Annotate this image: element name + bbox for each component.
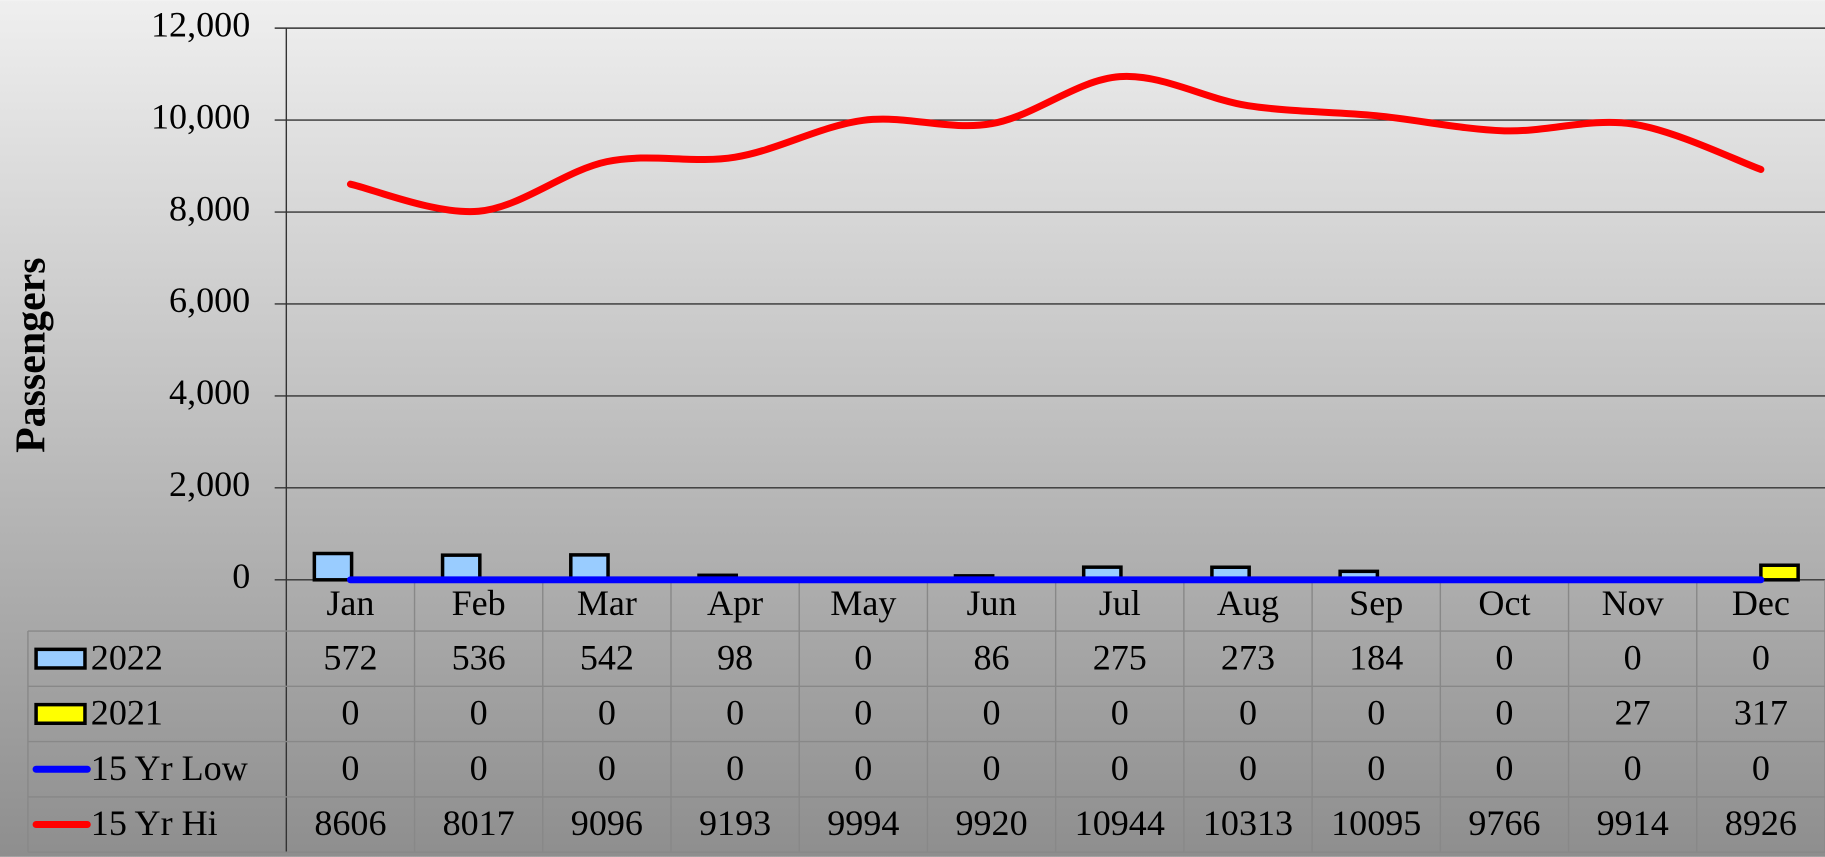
table-value: 9914 [1597, 803, 1669, 843]
table-value: 0 [598, 748, 616, 788]
legend-key [34, 702, 87, 726]
table-value: 0 [854, 748, 872, 788]
table-value: 8606 [314, 803, 386, 843]
y-tick-label: 8,000 [169, 188, 250, 228]
table-value: 0 [1624, 748, 1642, 788]
table-value: 8926 [1725, 803, 1797, 843]
table-value: 275 [1093, 637, 1147, 677]
table-value: 10313 [1203, 803, 1293, 843]
x-tick-label: Nov [1602, 583, 1665, 623]
x-tick-label: Mar [577, 583, 637, 623]
table-value: 0 [1239, 748, 1257, 788]
x-tick-label: Jan [326, 583, 374, 623]
bar [569, 553, 610, 582]
table-value: 536 [452, 637, 506, 677]
table-value: 10095 [1331, 803, 1421, 843]
table-value: 98 [717, 637, 753, 677]
y-tick-label: 4,000 [169, 372, 250, 412]
table-value: 0 [470, 748, 488, 788]
table-value: 0 [341, 748, 359, 788]
table-value: 0 [1495, 693, 1513, 733]
table-value: 0 [598, 693, 616, 733]
legend-key [34, 647, 87, 670]
table-value: 27 [1615, 693, 1651, 733]
table-value: 0 [983, 748, 1001, 788]
table-value: 0 [1111, 693, 1129, 733]
y-tick-label: 2,000 [169, 464, 250, 504]
table-value: 317 [1734, 693, 1788, 733]
table-value: 0 [1752, 637, 1770, 677]
table-value: 0 [854, 693, 872, 733]
table-value: 273 [1221, 637, 1275, 677]
table-value: 542 [580, 637, 634, 677]
x-tick-label: May [830, 583, 896, 623]
table-value: 10944 [1075, 803, 1165, 843]
table-value: 0 [1624, 637, 1642, 677]
table-value: 0 [1495, 637, 1513, 677]
bar [312, 551, 354, 582]
table-value: 0 [726, 693, 744, 733]
table-value: 86 [974, 637, 1010, 677]
table-value: 0 [854, 637, 872, 677]
x-tick-label: Sep [1349, 583, 1403, 623]
table-value: 9193 [699, 803, 771, 843]
table-value: 0 [341, 693, 359, 733]
x-tick-label: Jul [1099, 583, 1141, 623]
legend-label: 15 Yr Hi [91, 803, 218, 843]
x-tick-label: Apr [707, 583, 763, 623]
table-value: 572 [323, 637, 377, 677]
bar [1759, 563, 1800, 582]
table-value: 0 [1367, 748, 1385, 788]
table-value: 9920 [955, 803, 1027, 843]
table-value: 9994 [827, 803, 899, 843]
line-series [346, 72, 1765, 216]
table-value: 0 [1111, 748, 1129, 788]
table-value: 8017 [443, 803, 515, 843]
table-value: 0 [1367, 693, 1385, 733]
table-value: 9766 [1468, 803, 1540, 843]
table-value: 0 [983, 693, 1001, 733]
table-value: 0 [1752, 748, 1770, 788]
table-value: 9096 [571, 803, 643, 843]
y-axis-label: Passengers [9, 257, 55, 452]
y-tick-label: 0 [232, 556, 250, 596]
bar [440, 553, 482, 582]
table-value: 0 [726, 748, 744, 788]
x-tick-label: Jun [966, 583, 1016, 623]
x-tick-label: Feb [452, 583, 506, 623]
table-value: 0 [1239, 693, 1257, 733]
legend-label: 2022 [91, 637, 163, 677]
legend-label: 2021 [91, 693, 163, 733]
x-tick-label: Dec [1732, 583, 1790, 623]
legend-label: 15 Yr Low [91, 748, 248, 788]
table-value: 0 [1495, 748, 1513, 788]
table-value: 0 [470, 693, 488, 733]
table-value: 184 [1349, 637, 1403, 677]
x-tick-label: Oct [1478, 583, 1530, 623]
y-tick-label: 6,000 [169, 280, 250, 320]
y-tick-label: 10,000 [151, 96, 250, 136]
y-tick-label: 12,000 [151, 4, 250, 44]
x-tick-label: Aug [1217, 583, 1279, 623]
